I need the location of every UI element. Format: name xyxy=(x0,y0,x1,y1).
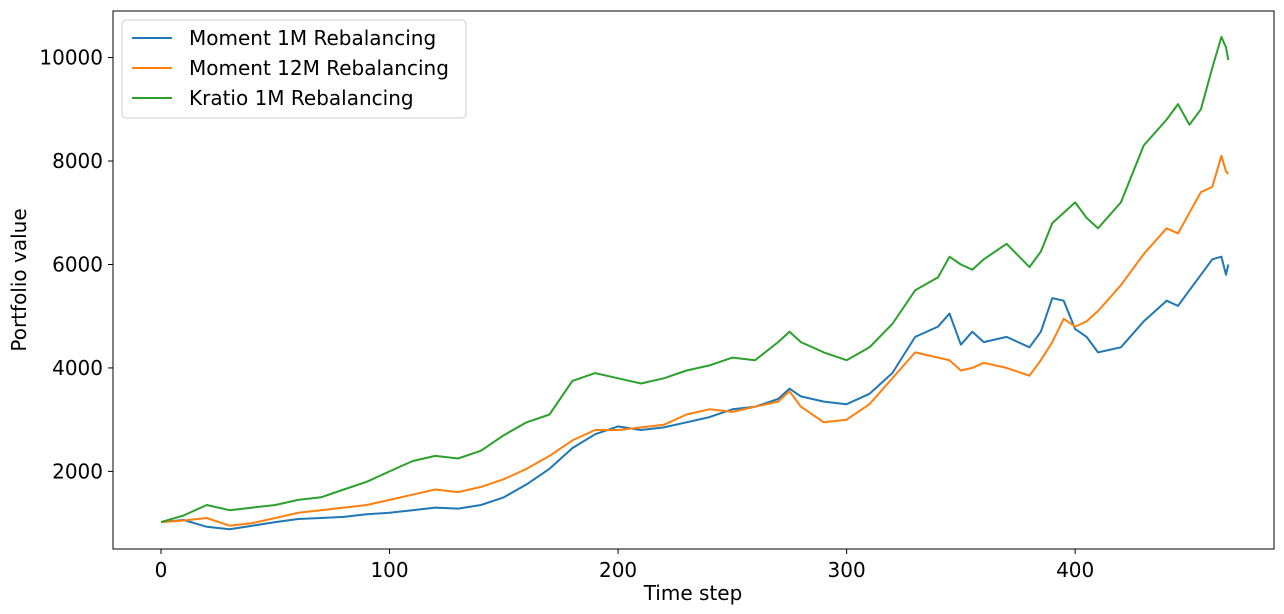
plot-frame xyxy=(112,10,1275,550)
plot-lines xyxy=(160,35,1230,531)
x-axis: 0 100 200 300 400 xyxy=(155,549,1094,582)
y-tick-label: 8000 xyxy=(52,149,103,173)
legend-label-3: Kratio 1M Rebalancing xyxy=(189,86,414,110)
x-tick-label: 300 xyxy=(828,558,866,582)
y-axis-label: Portfolio value xyxy=(7,208,31,351)
legend-label-1: Moment 1M Rebalancing xyxy=(189,26,436,50)
x-tick-label: 200 xyxy=(599,558,637,582)
series-line-1 xyxy=(160,255,1230,531)
y-axis: 2000 4000 6000 8000 10000 xyxy=(39,46,113,483)
y-tick-label: 6000 xyxy=(52,252,103,276)
y-tick-label: 4000 xyxy=(52,356,103,380)
x-tick-label: 400 xyxy=(1056,558,1094,582)
y-tick-label: 2000 xyxy=(52,459,103,483)
series-line-3 xyxy=(160,35,1230,524)
legend: Moment 1M Rebalancing Moment 12M Rebalanc… xyxy=(121,19,467,119)
x-tick-label: 100 xyxy=(370,558,408,582)
legend-box xyxy=(121,19,467,119)
y-tick-label: 10000 xyxy=(39,46,103,70)
legend-label-2: Moment 12M Rebalancing xyxy=(189,56,449,80)
x-tick-label: 0 xyxy=(155,558,168,582)
x-axis-label: Time step xyxy=(643,581,743,605)
series-line-2 xyxy=(160,154,1230,527)
